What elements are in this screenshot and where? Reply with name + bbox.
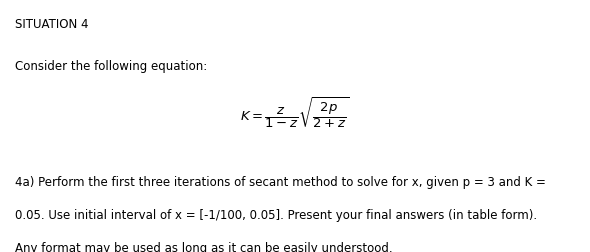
Text: Consider the following equation:: Consider the following equation: — [15, 60, 207, 74]
Text: SITUATION 4: SITUATION 4 — [15, 18, 88, 31]
Text: Any format may be used as long as it can be easily understood.: Any format may be used as long as it can… — [15, 242, 392, 252]
Text: 4a) Perform the first three iterations of secant method to solve for x, given p : 4a) Perform the first three iterations o… — [15, 176, 546, 190]
Text: 0.05. Use initial interval of x = [-1/100, 0.05]. Present your final answers (in: 0.05. Use initial interval of x = [-1/10… — [15, 209, 537, 222]
Text: $K = \dfrac{z}{1-z}\sqrt{\dfrac{2p}{2+z}}$: $K = \dfrac{z}{1-z}\sqrt{\dfrac{2p}{2+z}… — [240, 96, 350, 131]
